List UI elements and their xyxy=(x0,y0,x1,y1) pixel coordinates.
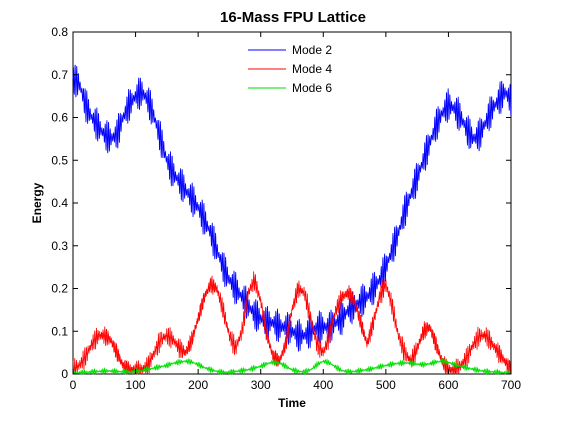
y-tick-label: 0.7 xyxy=(51,68,68,82)
x-tick-label: 100 xyxy=(126,378,146,392)
series-layer xyxy=(72,64,512,376)
x-tick-label: 0 xyxy=(70,378,77,392)
x-tick-label: 600 xyxy=(438,378,458,392)
chart-title: 16-Mass FPU Lattice xyxy=(220,9,366,26)
y-tick-label: 0.3 xyxy=(51,239,68,253)
x-axis-label: Time xyxy=(278,396,306,410)
y-axis-label: Energy xyxy=(30,182,44,223)
axes-box xyxy=(72,31,512,375)
series-line-1 xyxy=(72,64,512,352)
legend-label-2: Mode 4 xyxy=(292,62,332,76)
y-tick-label: 0.4 xyxy=(51,196,68,210)
series-line-3 xyxy=(72,357,512,376)
x-axis-ticks: 0 100 200 300 400 500 600 700 xyxy=(70,32,521,392)
x-tick-label: 700 xyxy=(501,378,521,392)
legend-label-1: Mode 2 xyxy=(292,43,332,57)
y-tick-label: 0 xyxy=(61,367,68,381)
plot-area: 0 100 200 300 400 500 600 700 00.10.20.30.40.50… xyxy=(51,25,521,392)
x-tick-label: 400 xyxy=(313,378,333,392)
y-tick-label: 0.2 xyxy=(51,282,68,296)
y-tick-label: 0.8 xyxy=(51,25,68,39)
chart-legend: Mode 2 Mode 4 Mode 6 xyxy=(248,43,332,95)
x-tick-label: 200 xyxy=(188,378,208,392)
x-tick-label: 500 xyxy=(376,378,396,392)
x-tick-label: 300 xyxy=(251,378,271,392)
legend-label-3: Mode 6 xyxy=(292,81,332,95)
series-line-2 xyxy=(72,271,511,375)
y-tick-label: 0.6 xyxy=(51,111,68,125)
y-tick-label: 0.5 xyxy=(51,153,68,167)
y-tick-label: 0.1 xyxy=(51,324,68,338)
y-axis-ticks: 0 0.1 0.2 0.3 0.4 0.5 0.6 0.7 0.8 xyxy=(51,25,511,381)
